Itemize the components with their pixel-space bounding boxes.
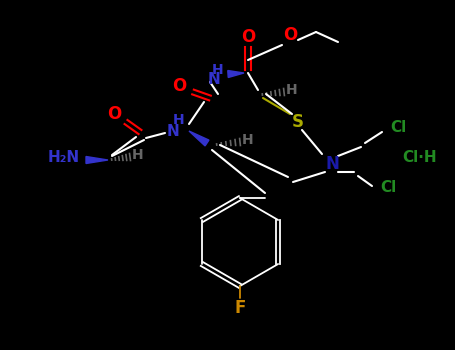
Text: Cl: Cl bbox=[390, 120, 406, 135]
Text: Cl: Cl bbox=[380, 181, 396, 196]
Text: O: O bbox=[107, 105, 121, 123]
Text: N: N bbox=[167, 124, 179, 139]
Text: F: F bbox=[234, 299, 246, 317]
Polygon shape bbox=[228, 70, 244, 77]
Text: O: O bbox=[283, 26, 297, 44]
Polygon shape bbox=[86, 156, 108, 163]
Text: S: S bbox=[292, 113, 304, 131]
Text: O: O bbox=[172, 77, 186, 95]
Text: H: H bbox=[242, 133, 254, 147]
Text: H: H bbox=[286, 83, 298, 97]
Text: H: H bbox=[173, 113, 185, 127]
Text: H: H bbox=[212, 63, 224, 77]
Text: N: N bbox=[325, 155, 339, 173]
Text: H₂N: H₂N bbox=[48, 150, 80, 166]
Text: N: N bbox=[207, 72, 220, 88]
Text: O: O bbox=[241, 28, 255, 46]
Polygon shape bbox=[189, 131, 209, 146]
Text: Cl·H: Cl·H bbox=[403, 150, 437, 166]
Text: H: H bbox=[132, 148, 144, 162]
